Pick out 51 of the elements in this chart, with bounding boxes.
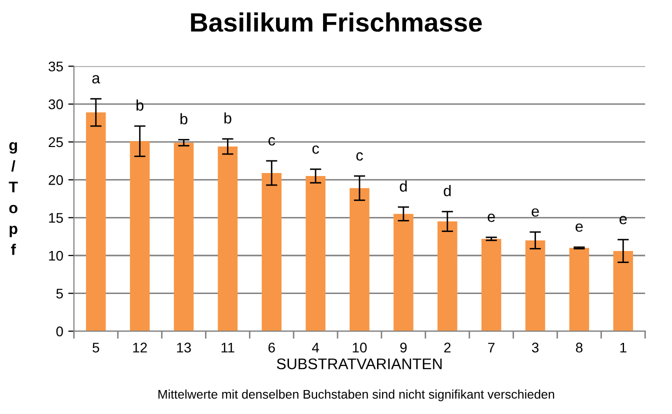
y-tick-label: 25	[48, 137, 63, 148]
annotation: c	[268, 137, 276, 146]
x-tick-label: 11	[222, 342, 234, 352]
bar	[481, 238, 502, 332]
annotation: d	[444, 185, 451, 196]
bar	[218, 146, 238, 332]
y-tick-label: 20	[48, 175, 63, 185]
x-axis-title: SUBSTRATVARIANTEN	[276, 358, 442, 370]
bar	[438, 221, 458, 332]
annotation: d	[400, 180, 407, 192]
x-tick-label: 12	[133, 342, 147, 352]
bar	[130, 141, 150, 332]
x-tick-label: 5	[92, 342, 100, 353]
x-tick-label: 9	[400, 342, 407, 353]
x-tick-label: 4	[312, 342, 320, 352]
y-tick-label: 5	[56, 288, 63, 299]
chart-title: Basilikum Frischmasse	[191, 12, 482, 32]
y-axis-title: g/Topf	[8, 142, 18, 255]
bar	[262, 172, 282, 332]
annotation: e	[576, 223, 583, 232]
y-tick-label: 10	[49, 250, 63, 261]
bar	[350, 188, 370, 332]
annotation: e	[620, 216, 627, 224]
bar	[613, 250, 634, 332]
bar	[525, 240, 546, 332]
bar	[174, 142, 194, 332]
annotation: a	[92, 75, 100, 84]
annotation: b	[224, 112, 232, 124]
x-tick-label: 2	[444, 342, 451, 352]
bar	[306, 176, 326, 332]
y-tick-label: 0	[56, 326, 63, 336]
bar	[569, 248, 590, 332]
text: Mittelwerte mit denselben Buchstaben sind nicht signifikant verschieden	[158, 390, 554, 402]
annotation: b	[136, 99, 144, 111]
bar	[394, 214, 414, 332]
annotation: b	[180, 113, 188, 124]
y-tick-label: 30	[48, 99, 63, 110]
y-tick-label: 35	[48, 62, 63, 72]
annotation: e	[488, 214, 495, 222]
annotation: e	[532, 208, 539, 217]
annotation: c	[312, 145, 319, 154]
x-tick-label: 6	[268, 342, 275, 353]
y-tick-label: 15	[49, 213, 63, 223]
annotation: c	[356, 152, 363, 161]
x-tick-label: 10	[352, 342, 367, 353]
x-tick-label: 3	[532, 342, 539, 353]
x-tick-label: 1	[620, 342, 626, 352]
x-tick-label: 8	[576, 342, 582, 353]
x-tick-label: 13	[177, 342, 191, 353]
bar	[86, 112, 106, 332]
x-tick-label: 7	[488, 342, 494, 352]
